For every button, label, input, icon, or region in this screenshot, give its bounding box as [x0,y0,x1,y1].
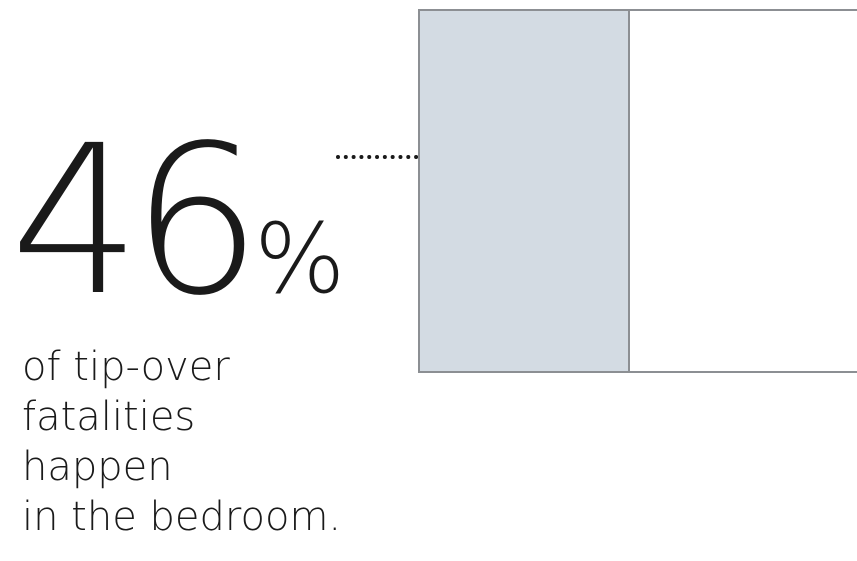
caption-line: fatalities [22,394,196,440]
proportion-bar [418,9,857,373]
caption-line: in the bedroom. [22,494,342,540]
caption-line: of tip-over [22,344,230,390]
statistic: 46% [10,118,345,324]
stat-number: 46 [10,101,262,341]
stat-caption: of tip-over fatalities happen in the bed… [22,342,341,542]
proportion-bar-fill [420,11,630,371]
stat-percent-sign: % [254,203,346,315]
caption-line: happen [22,444,173,490]
